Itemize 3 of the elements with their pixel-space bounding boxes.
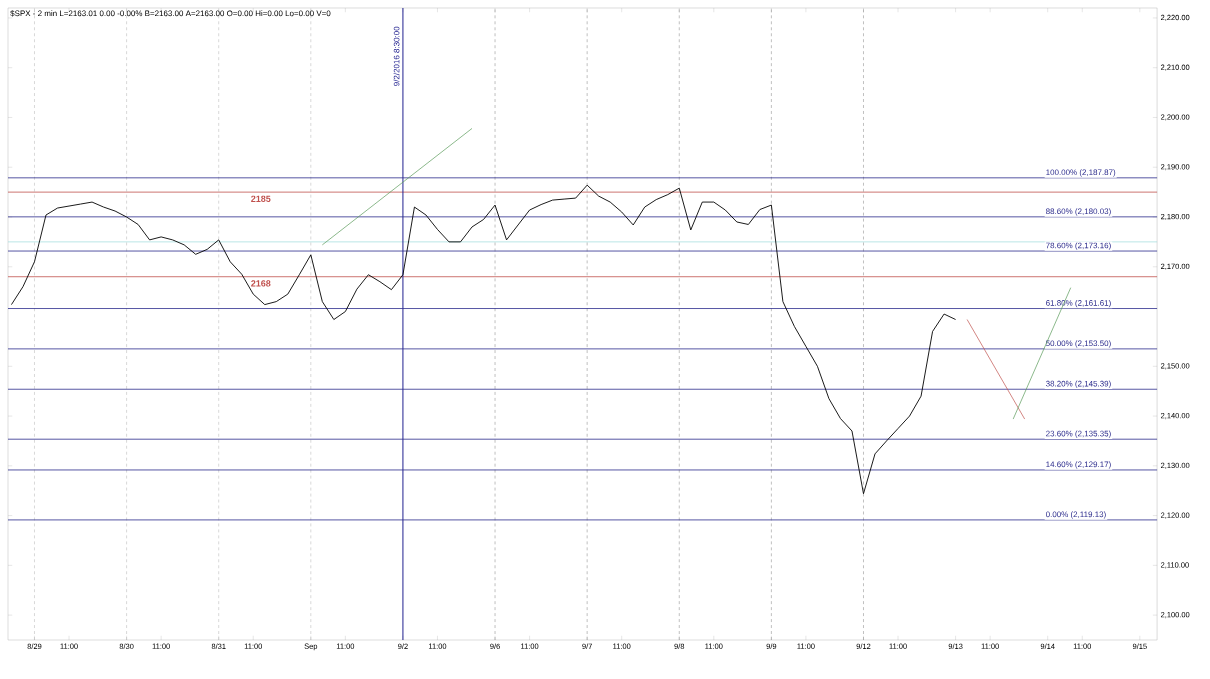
ref-line-label: 2185	[251, 195, 271, 202]
ref-line-label: 2168	[251, 280, 271, 287]
line-series	[11, 184, 957, 495]
